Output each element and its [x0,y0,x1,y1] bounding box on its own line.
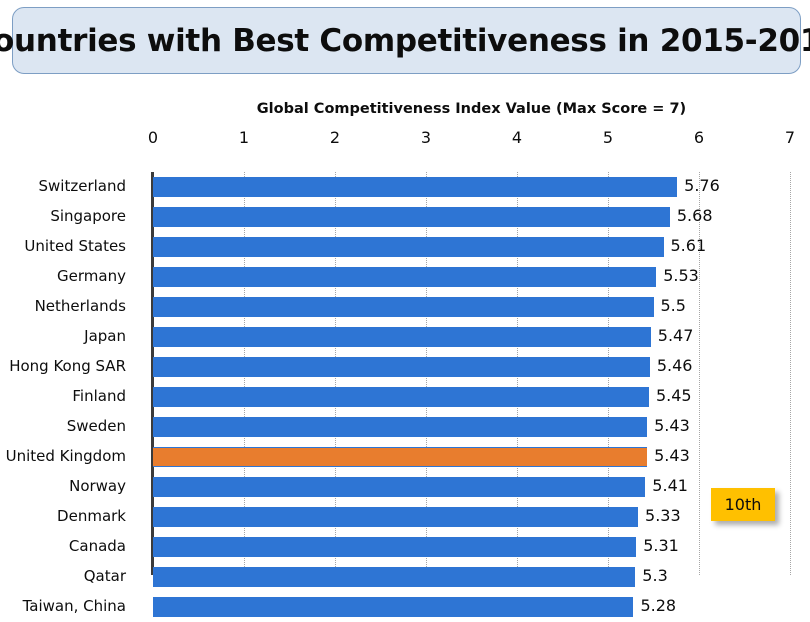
category-label: Norway [69,477,126,495]
bar-value-label: 5.53 [663,266,699,285]
bar-value-label: 5.28 [640,596,677,615]
chart-row: 5.68 Singapore [50,202,790,232]
bar [153,207,670,227]
x-axis-tick-labels: 0 1 2 3 4 5 6 7 [0,128,810,150]
chart-row: 5.43 United Kingdom [6,442,790,472]
bar [153,567,636,587]
bar [153,327,651,347]
x-tick-label: 4 [511,128,523,147]
gridline [790,172,791,575]
chart-row: 5.47 Japan [84,322,790,352]
chart-row: 5.31 Canada [69,532,790,562]
category-label: Hong Kong SAR [9,357,126,375]
bar-value-label: 5.33 [645,506,681,525]
category-label: United Kingdom [5,447,126,465]
bar [153,417,648,437]
title-banner: Countries with Best Competitiveness in 2… [0,7,810,74]
chart-row: 5.41 Norway [69,472,790,502]
page-title: Countries with Best Competitiveness in 2… [0,22,810,59]
bar [153,237,664,257]
plot-area: 5.76 Switzerland 5.68 Singapore 5.61 United S… [6,172,791,617]
bar-highlighted [153,447,648,467]
x-tick-label: 2 [329,128,341,147]
x-tick-label: 7 [784,128,796,147]
bar-value-label: 5.31 [643,536,679,555]
bar-value-label: 5.46 [656,356,693,375]
category-label: Germany [57,267,126,285]
category-label: Switzerland [38,177,127,195]
x-tick-label: 1 [238,128,250,147]
bar [153,357,650,377]
x-tick-label: 6 [693,128,705,147]
category-label: Singapore [50,207,126,225]
bar-chart: Global Competitiveness Index Value (Max … [0,80,810,617]
x-tick-label: 3 [420,128,432,147]
bar-value-label: 5.43 [654,446,690,465]
category-label: Qatar [83,567,126,585]
x-tick-label: 5 [602,128,614,147]
category-label: Sweden [66,417,126,435]
category-label: Japan [84,327,126,345]
category-label: Netherlands [34,297,126,315]
chart-row: 5.43 Sweden [67,412,790,442]
gridline [699,172,700,575]
bar-value-label: 5.41 [652,476,688,495]
chart-row: 5.46 Hong Kong SAR [9,352,790,382]
chart-row: 5.5 Netherlands [35,292,790,322]
bar [153,387,649,407]
chart-row: 5.33 Denmark [57,502,790,532]
bar-value-label: 5.45 [655,386,692,405]
bar-value-label: 5.68 [676,206,713,225]
chart-row: 5.76 Switzerland [39,172,790,202]
category-label: Canada [68,537,126,555]
chart-row: 5.53 Germany [57,262,790,292]
x-axis-title: Global Competitiveness Index Value (Max … [256,101,687,117]
chart-row: 5.3 Qatar [84,562,790,592]
bar-value-label: 5.43 [654,416,690,435]
chart-row: 5.61 United States [24,232,790,262]
bar-value-label: 5.5 [660,296,686,315]
category-label: Taiwan, China [22,597,126,615]
bar-value-label: 5.47 [657,326,694,345]
category-label: Finland [72,387,126,405]
y-axis-line [151,172,154,575]
category-label: United States [24,237,126,255]
bar [153,597,634,617]
bar [153,507,639,527]
bar-value-label: 5.76 [684,176,720,195]
x-tick-label: 0 [147,128,159,147]
bar [153,537,637,557]
chart-row: 5.45 Finland [72,382,790,412]
rank-badge-label: 10th [724,495,762,514]
category-label: Denmark [57,507,126,525]
chart-row: 5.28 Taiwan, China [23,592,790,622]
rank-annotation-badge: 10th [711,488,775,521]
bar [153,297,654,317]
bar [153,477,646,497]
bar [153,267,657,287]
bar-value-label: 5.3 [642,566,668,585]
bar-value-label: 5.61 [670,236,707,255]
bar [153,177,678,197]
